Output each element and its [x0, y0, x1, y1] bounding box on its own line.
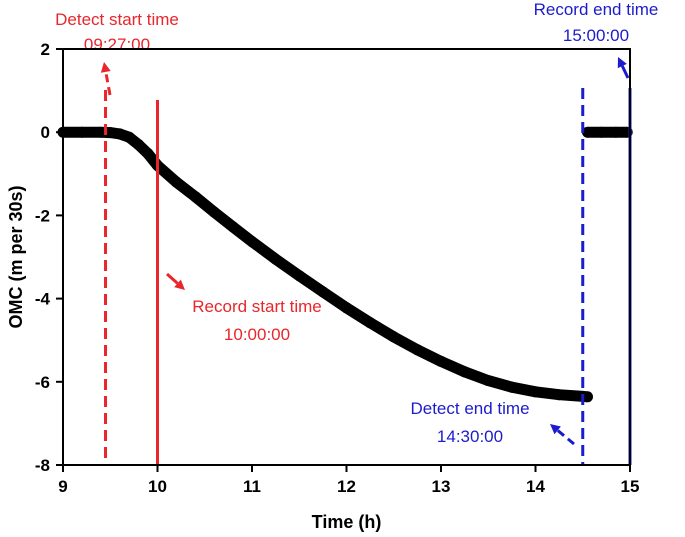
data-point: [482, 375, 494, 387]
data-point: [435, 355, 447, 367]
data-point: [208, 206, 220, 218]
data-point: [246, 236, 258, 248]
data-point: [341, 302, 352, 314]
y-tick-label: 2: [41, 40, 50, 59]
data-point: [293, 270, 305, 282]
y-axis-title: OMC (m per 30s): [6, 185, 26, 328]
detect-start-label: Detect start time: [55, 10, 179, 29]
annotation-layer: Detect start time 09:27:00 Record start ti…: [55, 0, 658, 465]
record-end-arrow-head: [617, 57, 627, 69]
detect-start-arrow-shaft: [104, 71, 112, 96]
detect-end-label: Detect end time: [410, 399, 529, 418]
record-end-arrow-shaft: [620, 65, 630, 79]
x-tick-label: 15: [621, 477, 640, 496]
x-tick-label: 13: [432, 477, 451, 496]
data-point: [95, 126, 107, 138]
data-point: [364, 317, 376, 329]
data-point: [596, 126, 608, 138]
data-point: [189, 191, 201, 203]
x-tick-label: 11: [243, 477, 261, 496]
detect-start-time: 09:27:00: [84, 35, 150, 54]
record-end-time: 15:00:00: [563, 26, 629, 45]
y-tick-label: 0: [41, 123, 50, 142]
record-start-time: 10:00:00: [224, 325, 290, 344]
record-start-label: Record start time: [192, 297, 321, 316]
detect-end-arrow-head: [550, 424, 561, 435]
data-point: [582, 126, 593, 138]
y-tick-label: -2: [35, 206, 50, 225]
record-start-arrow-shaft: [166, 272, 179, 285]
y-tick-label: -8: [35, 456, 50, 475]
data-point: [133, 139, 145, 151]
data-point: [317, 286, 329, 298]
record-start-arrow-head: [174, 279, 185, 290]
data-point: [530, 386, 541, 398]
record-end-label: Record end time: [534, 0, 659, 19]
detect-end-arrow-shaft: [556, 429, 575, 446]
detect-start-arrow-head: [100, 62, 111, 73]
data-layer: [57, 126, 633, 403]
data-point: [270, 253, 282, 265]
data-point: [582, 391, 593, 403]
data-point: [553, 389, 565, 401]
data-series-segment: [63, 126, 589, 403]
data-point: [142, 148, 154, 160]
data-point: [411, 344, 423, 356]
data-point: [123, 131, 135, 143]
data-point: [104, 127, 116, 139]
detect-end-time: 14:30:00: [437, 427, 503, 446]
y-tick-label: -4: [35, 290, 51, 309]
data-point: [610, 126, 622, 138]
plot-frame: [62, 48, 631, 466]
y-tick-label: -6: [35, 373, 50, 392]
data-point: [506, 381, 518, 393]
data-point: [114, 128, 126, 140]
x-tick-label: 14: [526, 477, 545, 496]
data-point: [459, 366, 471, 378]
axis-layer: 9 10 11 12 13 14 15 2 0 -2 -4 -6 -8: [35, 40, 640, 496]
data-point: [170, 176, 182, 188]
x-tick-label: 9: [58, 477, 67, 496]
x-axis-title: Time (h): [312, 512, 382, 532]
data-point: [227, 221, 239, 233]
data-point: [76, 126, 88, 138]
x-tick-label: 10: [148, 477, 167, 496]
x-tick-label: 12: [337, 477, 356, 496]
data-point: [388, 331, 400, 343]
